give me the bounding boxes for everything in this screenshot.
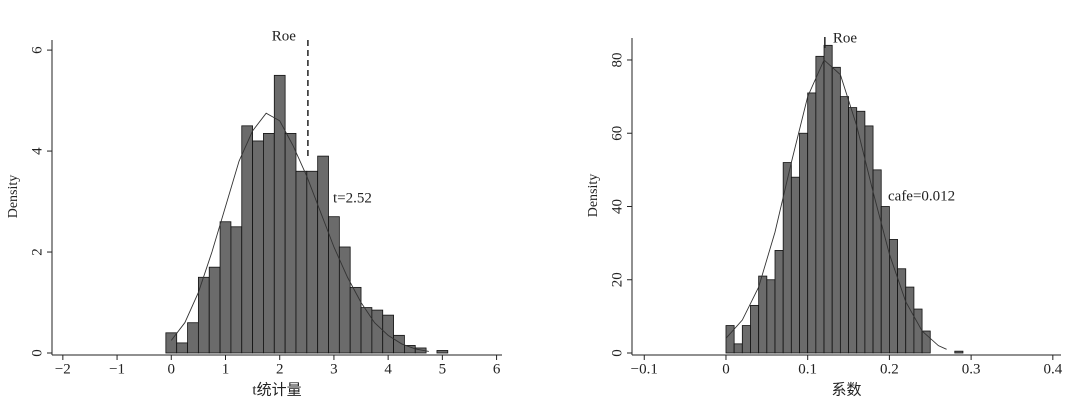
x-tick-label: 4 [384, 361, 392, 377]
bar [831, 66, 841, 354]
bar [208, 266, 221, 354]
bar [725, 325, 735, 354]
x-tick-label: 5 [439, 361, 447, 377]
bar [856, 110, 866, 354]
bar [758, 275, 768, 354]
y-tick-label: 20 [609, 272, 625, 287]
x-axis-title: t统计量 [252, 381, 301, 398]
bar [382, 314, 394, 354]
bar [436, 350, 449, 354]
bar [295, 170, 308, 354]
bar [219, 221, 232, 354]
y-tick-label: 0 [29, 349, 45, 357]
bar [252, 140, 264, 354]
bar [774, 250, 784, 354]
y-tick-label: 6 [29, 46, 45, 54]
x-tick-label: 2 [276, 361, 284, 377]
bar [733, 343, 743, 354]
y-tick-label: 60 [609, 126, 625, 141]
x-axis-title: 系数 [831, 381, 861, 398]
bar [414, 347, 427, 354]
y-tick-label: 2 [29, 248, 45, 256]
annotation: cafe=0.012 [888, 188, 955, 204]
bar [807, 92, 817, 354]
bar [766, 279, 776, 354]
bar [187, 322, 199, 354]
bar [741, 325, 751, 354]
y-tick-label: 4 [29, 147, 45, 155]
bar [371, 309, 384, 354]
bar [349, 286, 362, 354]
density-curve [170, 112, 429, 352]
x-tick-label: 0 [722, 361, 730, 377]
reference-label: Roe [272, 28, 297, 44]
bar [176, 342, 188, 354]
x-tick-label: 0.1 [798, 361, 817, 377]
bar [317, 155, 329, 354]
bar [284, 132, 297, 354]
x-tick-label: 0.2 [880, 361, 899, 377]
bar [921, 330, 931, 354]
bar [263, 132, 275, 354]
x-tick-label: 0.4 [1043, 361, 1062, 377]
bar [241, 125, 254, 354]
bar [823, 44, 833, 354]
density-curve [725, 59, 947, 350]
x-tick-label: −2 [55, 361, 71, 377]
bar [750, 304, 760, 354]
bar [864, 125, 874, 354]
y-axis-title: Density [586, 174, 601, 218]
reference-label: Roe [833, 30, 858, 46]
x-tick-label: 3 [330, 361, 338, 377]
bar [360, 307, 373, 354]
y-axis-title: Density [6, 175, 21, 219]
bar [905, 286, 915, 354]
bar [230, 226, 243, 354]
bar [393, 334, 405, 354]
bar [913, 308, 923, 354]
bar [848, 107, 858, 354]
bar [799, 132, 809, 354]
bar [790, 176, 800, 354]
x-tick-label: 6 [493, 361, 501, 377]
x-tick-label: −0.1 [631, 361, 658, 377]
bar [815, 55, 825, 354]
x-tick-label: 0 [168, 361, 176, 377]
annotation: t=2.52 [333, 190, 372, 206]
bar [273, 74, 286, 354]
y-tick-label: 40 [609, 199, 625, 214]
y-tick-label: 80 [609, 52, 625, 67]
bar [839, 96, 849, 354]
bar [954, 350, 964, 354]
bar [306, 170, 319, 354]
x-tick-label: 0.3 [962, 361, 981, 377]
x-tick-label: −1 [109, 361, 125, 377]
x-tick-label: 1 [222, 361, 230, 377]
y-tick-label: 0 [609, 349, 625, 357]
